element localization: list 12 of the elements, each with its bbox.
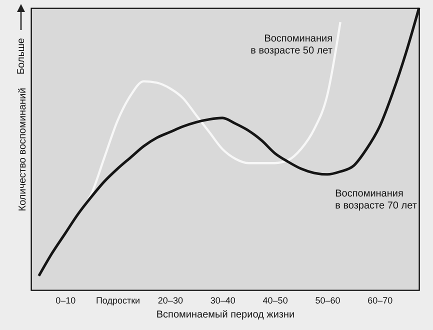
text: Больше <box>16 38 27 75</box>
series-label: Воспоминания в возрасте 70 лет <box>335 188 418 212</box>
x-tick-label: 0–10 <box>56 296 76 306</box>
x-axis-title: Вспоминаемый период жизни <box>156 310 295 320</box>
x-tick-label: Подростки <box>96 296 140 306</box>
x-tick-label: 30–40 <box>210 296 236 306</box>
x-tick-label: 40–50 <box>262 296 288 306</box>
x-tick-label: 60–70 <box>368 296 393 306</box>
x-tick-label: 50–60 <box>315 296 340 306</box>
x-tick-label: 20–30 <box>158 296 183 306</box>
series-label: Воспоминания в возрасте 50 лет <box>250 33 333 56</box>
y-axis-title: Количество воспоминаний <box>18 88 28 212</box>
